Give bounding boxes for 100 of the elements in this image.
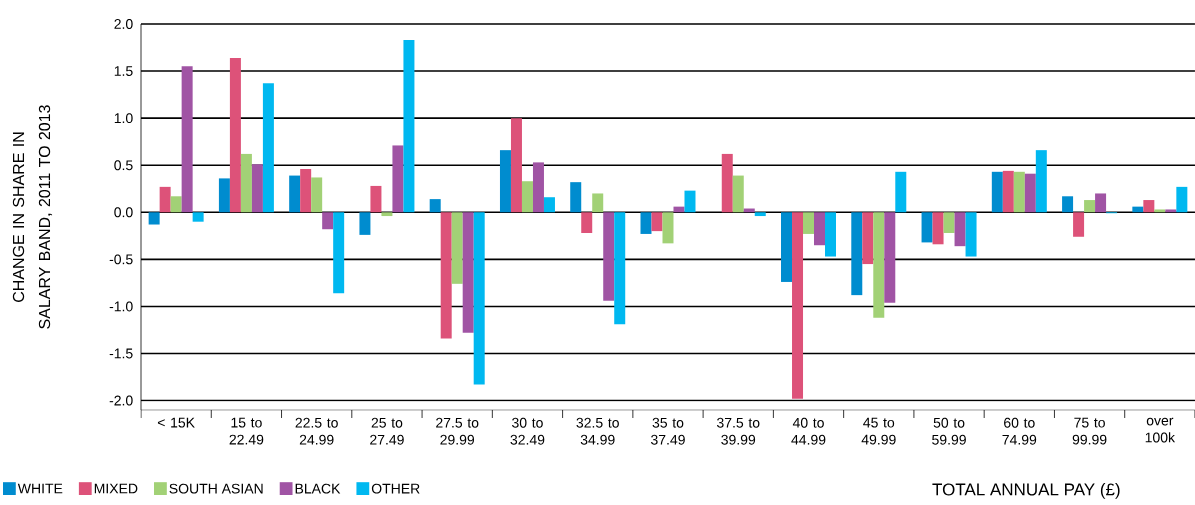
bar: [862, 212, 874, 265]
bar: [1024, 173, 1036, 213]
x-tick-label: 30 to 32.49: [510, 417, 545, 445]
legend-label: MIXED: [94, 483, 138, 494]
bar: [603, 212, 615, 301]
legend-label: SOUTH ASIAN: [169, 483, 263, 494]
bar: [322, 212, 334, 230]
y-tick-label: -2.0: [109, 395, 133, 406]
legend-label: BLACK: [295, 483, 341, 494]
bar: [895, 171, 907, 213]
bar: [991, 171, 1003, 213]
y-tick-label: 0.0: [114, 207, 133, 218]
bar: [300, 168, 312, 213]
bar: [440, 212, 452, 339]
bar: [1165, 209, 1177, 213]
bar: [792, 212, 804, 399]
y-tick-label: -1.0: [109, 301, 133, 312]
bar: [333, 212, 345, 294]
y-tick-label: -1.5: [109, 348, 133, 359]
x-tick-label: 40 to 44.99: [791, 417, 826, 445]
bar: [803, 212, 815, 234]
bar: [543, 197, 555, 213]
y-axis-title: CHANGE IN SHARE IN SALARY BAND, 2011 TO 2013: [12, 105, 53, 329]
bar: [1073, 212, 1085, 237]
bar: [754, 212, 766, 217]
x-tick-label: < 15K: [157, 417, 195, 428]
bar: [721, 153, 733, 213]
bar: [181, 66, 193, 213]
bar: [240, 153, 252, 213]
x-tick-label: 60 to 74.99: [1002, 417, 1037, 445]
bar: [510, 118, 522, 213]
bar: [781, 212, 793, 282]
bar: [473, 212, 485, 385]
bar: [592, 193, 604, 213]
bar: [229, 57, 241, 213]
x-tick-label: 45 to 49.99: [861, 417, 896, 445]
bar: [1084, 200, 1096, 213]
bar: [392, 145, 404, 213]
x-tick-label: 32.5 to 34.99: [576, 417, 619, 445]
bar: [954, 212, 966, 247]
y-tick-label: 2.0: [114, 19, 133, 29]
bar: [532, 162, 544, 213]
bar: [884, 212, 896, 303]
bar: [251, 164, 263, 213]
bar: [462, 212, 474, 333]
bar: [148, 212, 160, 225]
bar: [262, 83, 274, 213]
bar: [814, 212, 826, 246]
bar: [732, 175, 744, 213]
bar: [311, 177, 323, 213]
bar: [873, 212, 885, 318]
bar: [614, 212, 626, 325]
bar: [159, 186, 171, 213]
bar: [1095, 193, 1107, 213]
y-tick-label: -0.5: [109, 254, 133, 265]
bar: [403, 40, 415, 213]
bar: [451, 212, 463, 284]
y-tick-label: 1.0: [114, 113, 133, 124]
bar: [921, 212, 933, 243]
bar: [662, 212, 674, 244]
bar: [521, 181, 533, 213]
bar: [1062, 196, 1074, 213]
bar: [429, 199, 441, 213]
x-tick-label: 35 to 37.49: [651, 417, 685, 445]
x-tick-label: 37.5 to 39.99: [716, 417, 760, 445]
x-tick-label: 75 to 99.99: [1072, 417, 1107, 445]
bar: [359, 212, 371, 235]
y-tick-label: 0.5: [114, 160, 133, 171]
bar: [1176, 186, 1188, 213]
bar: [825, 212, 837, 257]
bar: [1013, 171, 1025, 213]
bar: [570, 182, 582, 213]
bar: [1154, 209, 1166, 213]
bar: [1143, 200, 1155, 213]
bar: [170, 196, 182, 213]
bar: [218, 178, 230, 213]
x-tick-label: 15 to 22.49: [229, 417, 264, 445]
y-tick-label: 1.5: [114, 66, 133, 76]
bar: [192, 212, 204, 222]
bar: [932, 212, 944, 245]
bar: [1002, 170, 1014, 213]
bar: [640, 212, 652, 234]
bar: [581, 212, 593, 233]
bar: [684, 190, 696, 213]
bar: [1035, 150, 1047, 213]
bar: [381, 212, 393, 217]
legend-label: OTHER: [371, 483, 420, 494]
x-tick-label: 27.5 to 29.99: [436, 417, 479, 445]
bar: [651, 212, 663, 232]
bar: [943, 212, 955, 233]
bar: [370, 185, 382, 213]
x-tick-label: 50 to 59.99: [932, 417, 966, 445]
x-tick-label: 25 to 27.49: [370, 417, 404, 445]
x-axis-title: TOTAL ANNUAL PAY (£): [932, 483, 1120, 499]
legend-label: WHITE: [17, 483, 63, 494]
x-tick-label: 22.5 to 24.99: [295, 417, 338, 445]
bar: [851, 212, 863, 296]
bar: [499, 150, 511, 213]
bar: [965, 212, 977, 257]
bar: [289, 175, 301, 213]
